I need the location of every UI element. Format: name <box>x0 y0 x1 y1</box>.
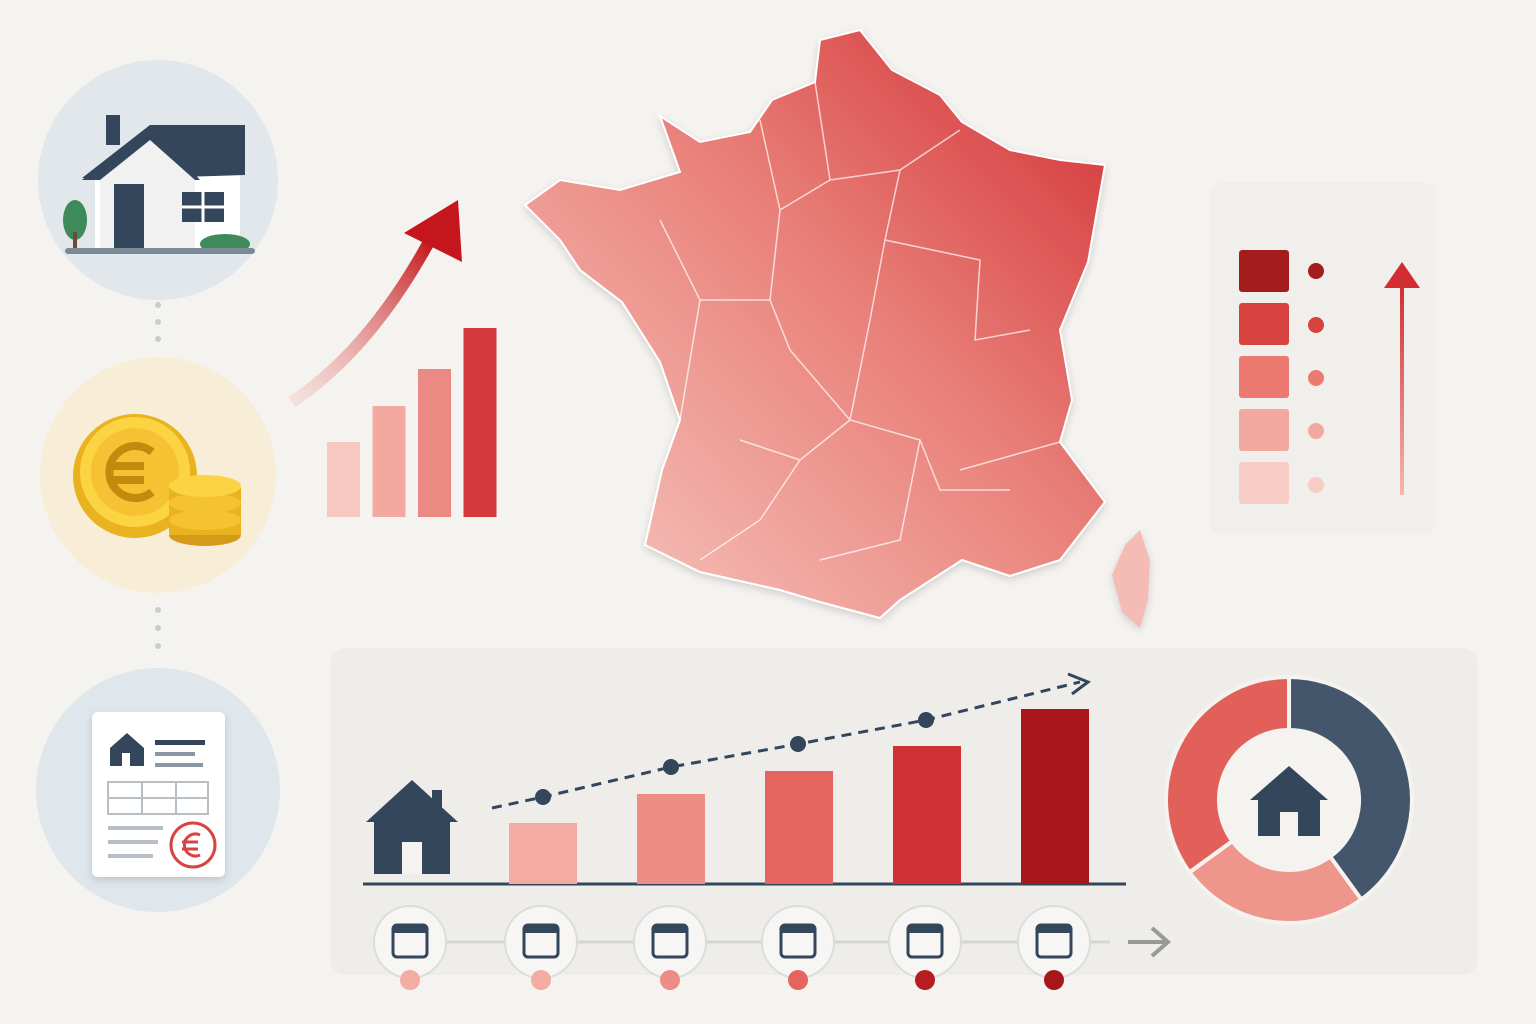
timeline-dot <box>660 970 680 990</box>
coin-icon <box>73 414 241 546</box>
calendar-top <box>781 925 815 933</box>
timeline-dot <box>788 970 808 990</box>
donut-segment <box>1164 674 1291 876</box>
bottom-bar-chart <box>509 709 1089 884</box>
calendar-badge <box>761 905 835 979</box>
calendar-top <box>653 925 687 933</box>
calendar-badge <box>373 905 447 979</box>
bar <box>327 442 360 517</box>
timeline <box>373 905 1172 990</box>
calendar-top <box>524 925 558 933</box>
house-icon <box>63 115 255 254</box>
calendar-badge <box>633 905 707 979</box>
bar <box>765 771 833 884</box>
bar <box>509 823 577 884</box>
donut-segment <box>1186 838 1365 925</box>
bar <box>463 328 497 517</box>
timeline-dot <box>400 970 420 990</box>
timeline-dot <box>1044 970 1064 990</box>
growth-arrow <box>288 237 436 407</box>
document-icon <box>92 712 225 877</box>
france-map <box>523 28 1150 628</box>
legend-card <box>1210 182 1436 535</box>
calendar-badge <box>504 905 578 979</box>
icon-column <box>36 60 280 912</box>
calendar-top <box>393 925 427 933</box>
bar <box>372 406 406 517</box>
timeline-dot <box>531 970 551 990</box>
calendar-top <box>908 925 942 933</box>
bar <box>637 794 705 884</box>
timeline-dot <box>915 970 935 990</box>
calendar-badge <box>888 905 962 979</box>
bar <box>418 369 451 517</box>
growth-arrowhead <box>404 200 462 262</box>
trend-line <box>491 672 1092 810</box>
donut-chart <box>1164 674 1414 925</box>
bar <box>893 746 961 884</box>
house-icon-small <box>366 780 458 874</box>
donut-house <box>1221 732 1357 868</box>
donut-segment <box>1287 674 1414 903</box>
calendar-top <box>1037 925 1071 933</box>
bar <box>1021 709 1089 884</box>
small-bar-chart <box>327 328 497 517</box>
calendar-badge <box>1017 905 1091 979</box>
